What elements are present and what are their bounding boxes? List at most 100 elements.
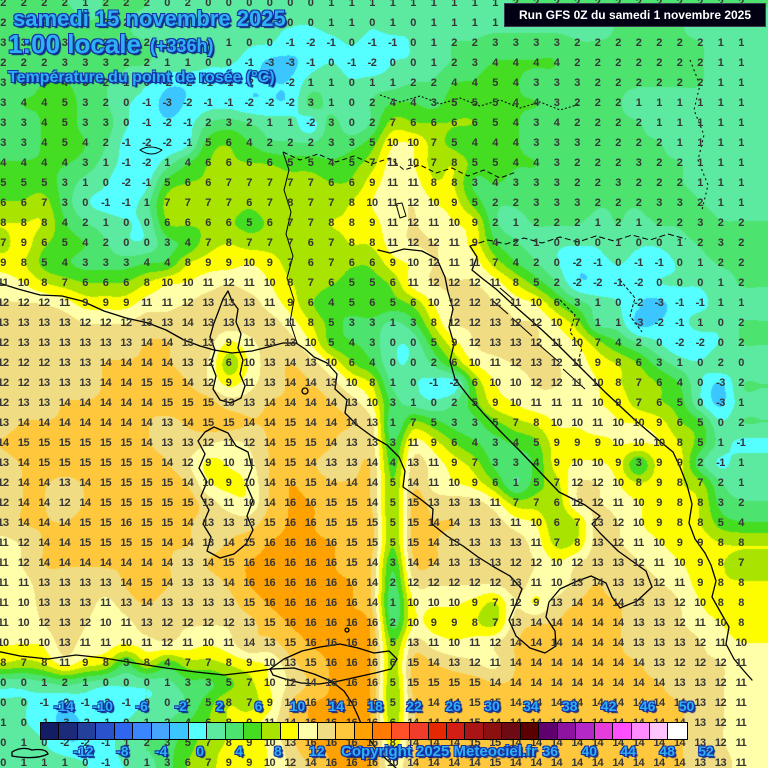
grid-value: 13 [694, 737, 706, 749]
grid-value: 10 [386, 137, 399, 149]
grid-value: 15 [284, 437, 296, 449]
grid-value: 8 [20, 217, 27, 229]
grid-value: 7 [512, 417, 519, 429]
grid-value: 15 [120, 437, 132, 449]
grid-value: 13 [284, 337, 296, 349]
colorbar-cell [59, 723, 78, 739]
grid-value: 5 [61, 97, 68, 109]
colorbar-label: 52 [698, 743, 714, 759]
grid-value: 5 [492, 417, 498, 429]
local-time-label: 1:00 locale [8, 29, 141, 59]
grid-value: 12 [0, 377, 9, 389]
grid-value: 13 [489, 537, 501, 549]
grid-value: 16 [304, 537, 317, 549]
grid-value: 5 [307, 157, 314, 169]
grid-value: 14 [591, 697, 604, 709]
grid-value: 0 [348, 37, 355, 49]
grid-value: 2 [676, 37, 683, 49]
grid-value: 10 [17, 637, 30, 649]
grid-value: 2 [615, 217, 621, 229]
grid-value: 0 [328, 57, 334, 69]
grid-value: 7 [225, 177, 232, 189]
grid-value: 16 [304, 637, 317, 649]
grid-value: 4 [164, 657, 170, 669]
grid-value: 3 [512, 457, 519, 469]
grid-value: 9 [656, 417, 662, 429]
grid-value: 1 [471, 0, 478, 9]
grid-value: 5 [389, 677, 396, 689]
grid-value: 3 [82, 257, 88, 269]
grid-value: 2 [82, 17, 88, 29]
grid-value: 14 [612, 617, 624, 629]
grid-value: 14 [140, 357, 153, 369]
grid-value: 10 [263, 277, 276, 289]
grid-value: 1 [738, 197, 744, 209]
grid-value: 6 [656, 377, 662, 389]
colorbar-cell [188, 723, 208, 739]
grid-value: 14 [407, 737, 419, 749]
grid-value: 0 [123, 97, 129, 109]
grid-value: 1 [123, 77, 129, 89]
grid-value: 13 [489, 517, 501, 529]
grid-value: 10 [612, 417, 624, 429]
grid-value: -1 [388, 37, 397, 49]
grid-value: 0 [205, 0, 211, 9]
grid-value: 10 [632, 437, 645, 449]
grid-value: 2 [389, 617, 396, 629]
grid-value: 15 [140, 497, 153, 509]
grid-value: 7 [574, 317, 580, 329]
grid-value: 9 [656, 517, 662, 529]
grid-value: 4 [184, 157, 191, 169]
grid-value: -1 [224, 77, 233, 89]
grid-value: 8 [676, 497, 683, 509]
grid-value: 3 [102, 57, 109, 69]
grid-value: 11 [653, 557, 665, 569]
grid-value: 2 [656, 37, 662, 49]
grid-value: 14 [38, 417, 50, 429]
grid-value: 9 [615, 457, 621, 469]
grid-value: 15 [222, 557, 235, 569]
grid-value: 4 [471, 437, 478, 449]
grid-value: 2 [82, 37, 88, 49]
grid-value: 16 [304, 597, 317, 609]
grid-value: 14 [591, 737, 604, 749]
grid-value: 8 [471, 617, 478, 629]
grid-value: 0 [20, 697, 27, 709]
grid-value: 11 [387, 177, 398, 189]
grid-value: 14 [263, 497, 276, 509]
grid-value: 14 [612, 637, 624, 649]
grid-value: 13 [632, 597, 645, 609]
grid-value: 8 [697, 517, 703, 529]
grid-value: 13 [161, 437, 173, 449]
grid-value: 12 [202, 357, 214, 369]
grid-value: 14 [653, 757, 665, 768]
grid-value: 15 [407, 537, 419, 549]
grid-value: 12 [222, 277, 235, 289]
grid-value: 12 [407, 217, 419, 229]
grid-value: 7 [266, 177, 273, 189]
grid-value: 7 [266, 237, 273, 249]
grid-value: 1 [225, 17, 232, 29]
colorbar [40, 722, 688, 740]
grid-value: 14 [58, 537, 71, 549]
grid-value: 7 [492, 597, 498, 609]
grid-value: 1 [471, 17, 478, 29]
grid-value: 4 [41, 97, 47, 109]
grid-value: 2 [512, 197, 519, 209]
grid-value: 9 [389, 257, 396, 269]
grid-value: 12 [509, 317, 522, 329]
grid-value: 12 [181, 457, 194, 469]
grid-value: 13 [243, 617, 255, 629]
grid-value: 7 [205, 237, 211, 249]
grid-value: 11 [571, 377, 583, 389]
grid-value: 4 [471, 77, 478, 89]
grid-value: 12 [407, 197, 419, 209]
grid-value: 10 [120, 637, 132, 649]
grid-value: 2 [656, 157, 662, 169]
grid-value: 16 [263, 577, 276, 589]
grid-value: 15 [161, 517, 173, 529]
grid-value: 5 [225, 677, 232, 689]
grid-value: -1 [285, 37, 295, 49]
grid-value: 3 [553, 177, 560, 189]
